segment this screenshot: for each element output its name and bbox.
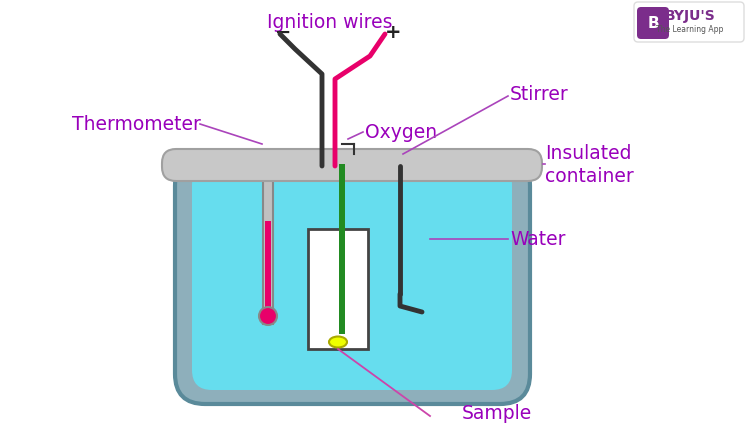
FancyBboxPatch shape bbox=[162, 150, 542, 181]
Text: Thermometer: Thermometer bbox=[72, 115, 201, 134]
FancyBboxPatch shape bbox=[637, 8, 669, 40]
Text: Sample: Sample bbox=[462, 403, 532, 422]
Bar bbox=[339, 164, 345, 334]
Bar bbox=[263, 160, 273, 324]
FancyBboxPatch shape bbox=[308, 230, 368, 349]
Text: Water: Water bbox=[510, 230, 566, 249]
Ellipse shape bbox=[329, 337, 347, 348]
FancyBboxPatch shape bbox=[634, 3, 744, 43]
Text: BYJU'S: BYJU'S bbox=[664, 9, 716, 23]
Text: Stirrer: Stirrer bbox=[510, 85, 568, 104]
Text: B: B bbox=[647, 16, 658, 31]
Bar bbox=[265, 222, 271, 312]
Text: −: − bbox=[274, 23, 291, 41]
Text: The Learning App: The Learning App bbox=[656, 24, 724, 33]
FancyBboxPatch shape bbox=[175, 157, 530, 404]
FancyBboxPatch shape bbox=[192, 166, 512, 390]
Text: Oxygen: Oxygen bbox=[365, 123, 437, 142]
Text: Ignition wires: Ignition wires bbox=[267, 13, 393, 32]
Text: +: + bbox=[385, 23, 401, 41]
Text: Insulated
container: Insulated container bbox=[545, 143, 634, 186]
Circle shape bbox=[259, 307, 277, 325]
